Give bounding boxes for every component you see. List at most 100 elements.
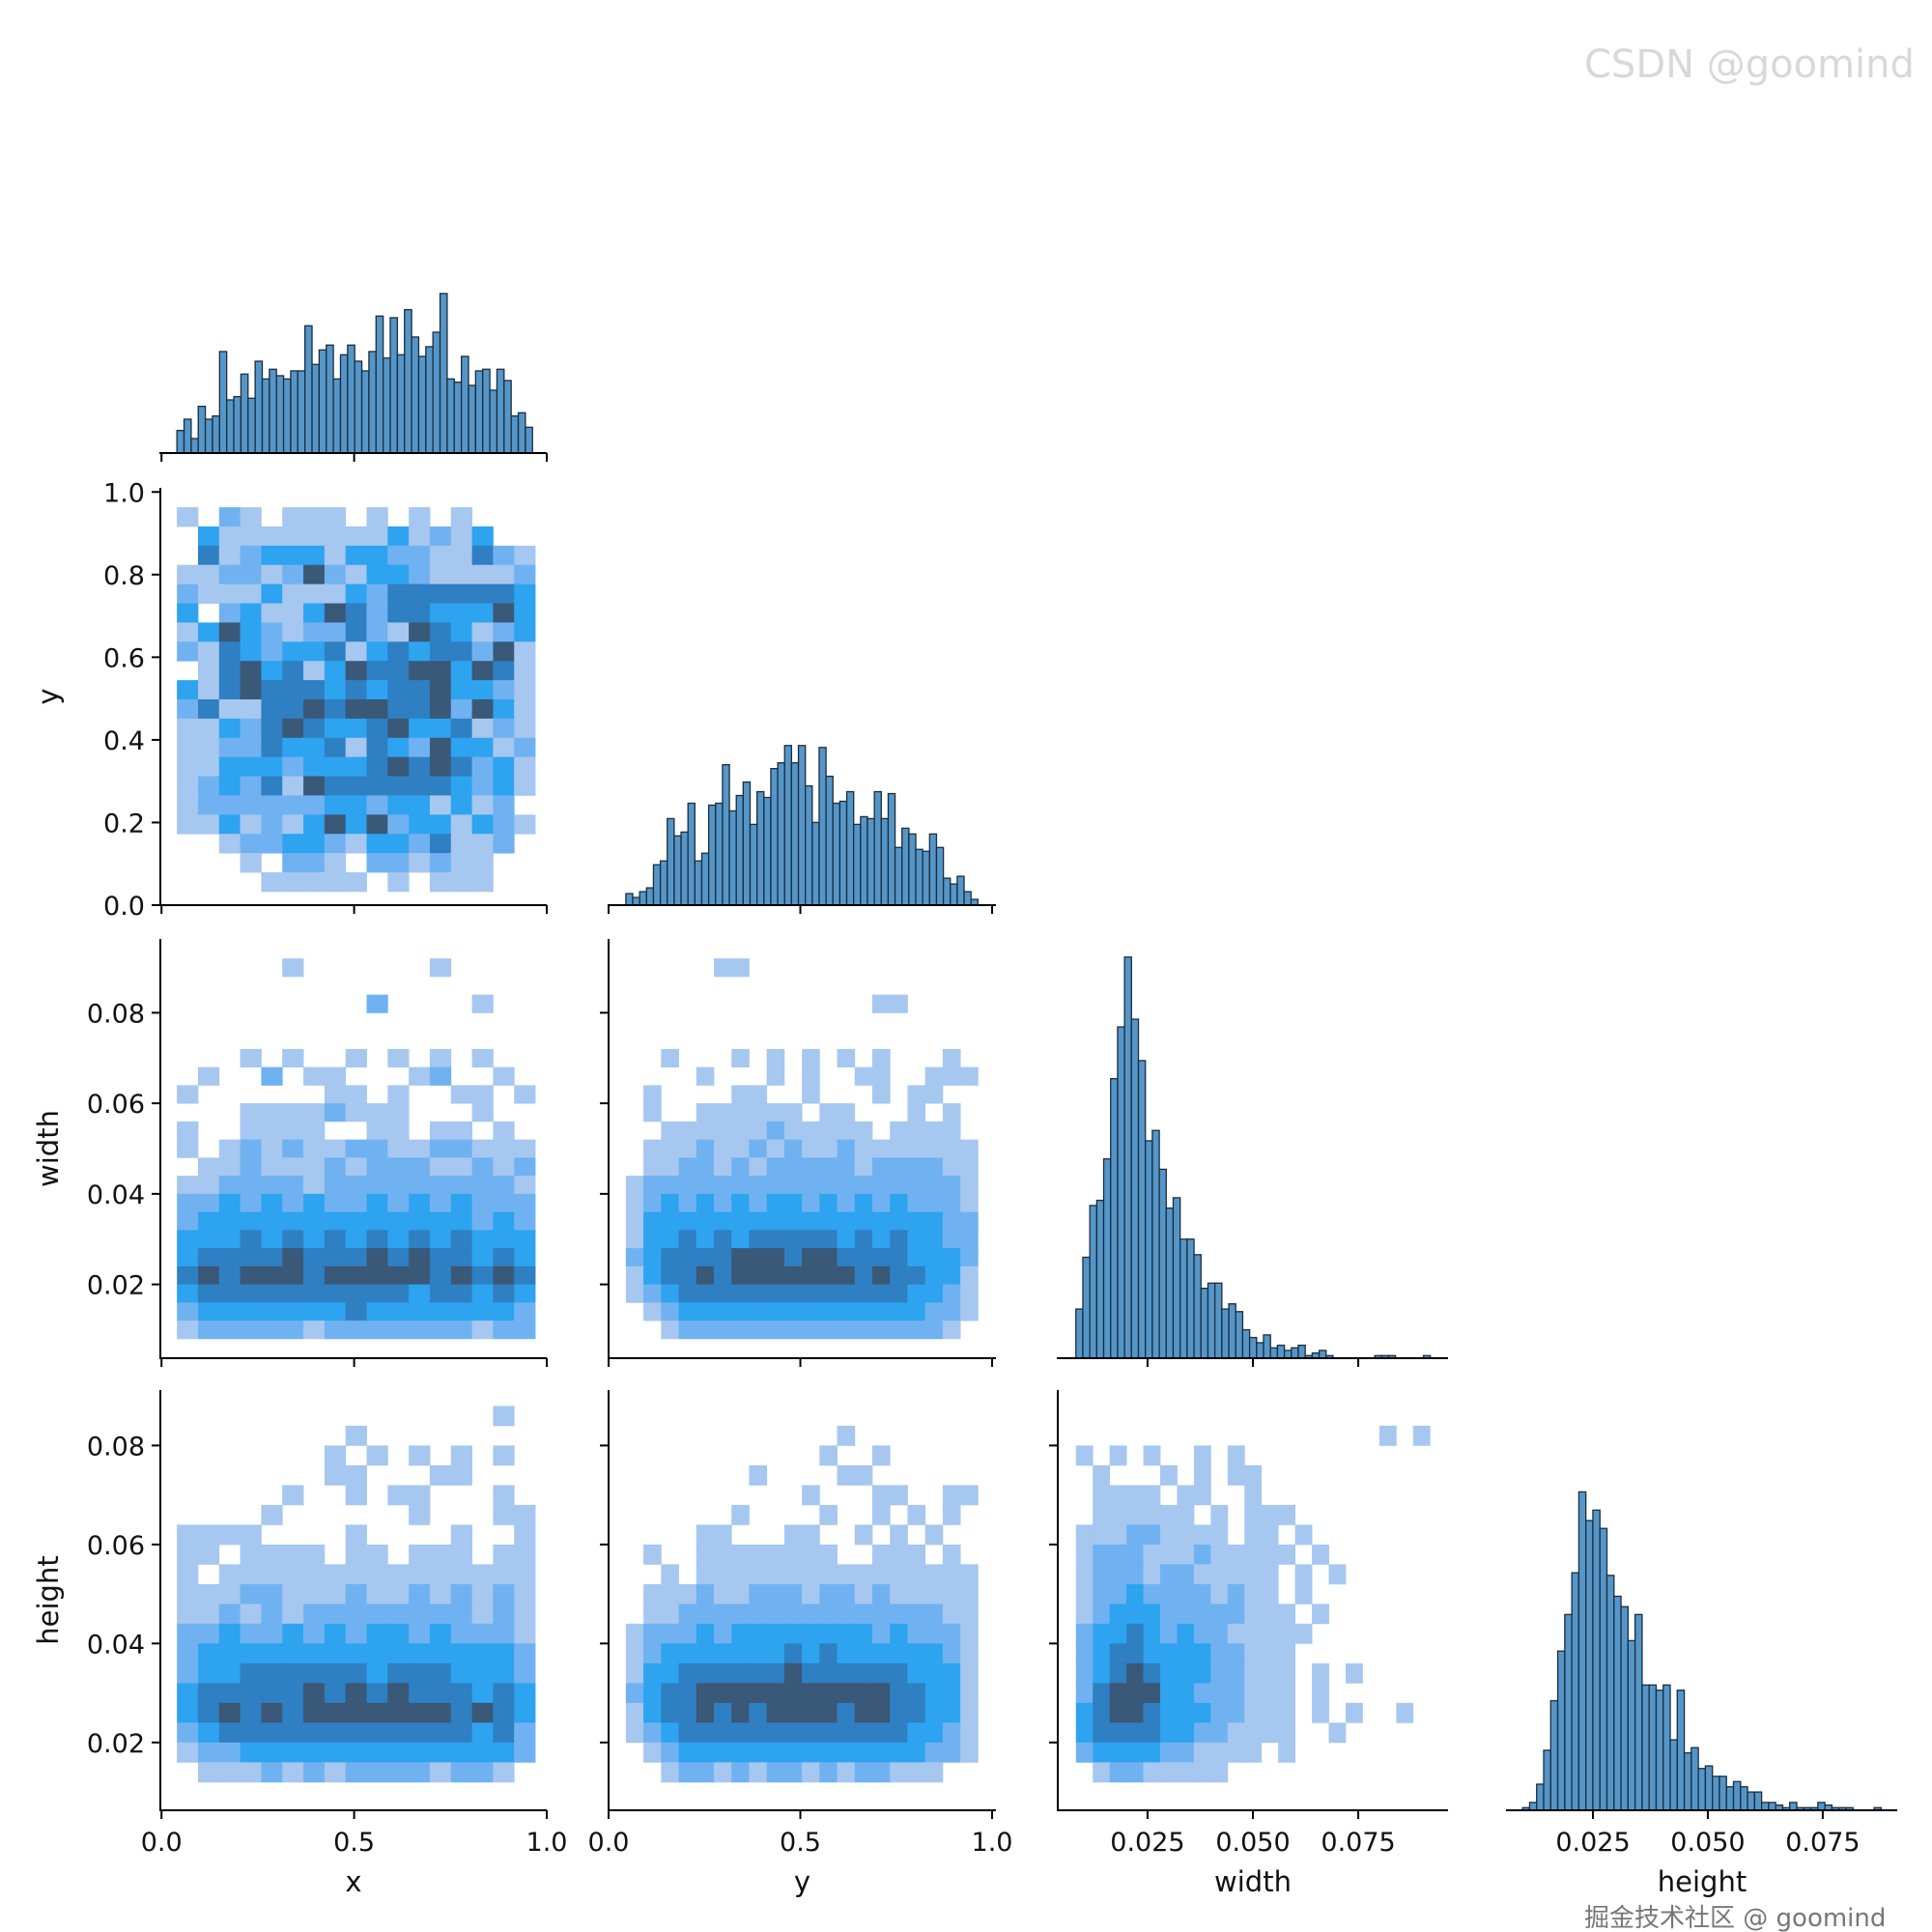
hist2d-cell-x-y <box>282 834 304 854</box>
hist-bar-height <box>1719 1776 1727 1811</box>
hist2d-cell-y-height <box>766 1662 785 1684</box>
hist2d-cell-x-y <box>218 545 241 566</box>
hist2d-cell-y-width <box>871 1176 891 1195</box>
hist2d-cell-x-y <box>261 680 283 700</box>
hist2d-cell-width-height <box>1126 1604 1144 1625</box>
hist2d-cell-x-y <box>429 661 452 681</box>
hist2d-cell-y-width <box>837 1139 856 1158</box>
hist-bar-y <box>811 821 820 906</box>
hist-bar-x <box>432 331 441 454</box>
hist2d-cell-y-height <box>643 1583 662 1605</box>
hist2d-cell-x-height <box>387 1485 410 1506</box>
hist2d-cell-x-y <box>345 661 367 681</box>
hist2d-cell-y-width <box>907 1085 926 1104</box>
hist2d-cell-y-height <box>890 1762 908 1783</box>
hist2d-cell-x-width <box>450 1121 472 1141</box>
hist2d-cell-x-width <box>450 1321 472 1340</box>
hist2d-cell-width-height <box>1143 1583 1161 1605</box>
hist2d-cell-x-y <box>471 853 494 873</box>
hist2d-cell-x-height <box>261 1683 283 1704</box>
hist2d-cell-x-height <box>450 1702 472 1723</box>
hist2d-cell-x-width <box>240 1193 262 1213</box>
hist2d-cell-width-height <box>1193 1702 1211 1723</box>
hist2d-cell-width-height <box>1177 1524 1195 1546</box>
hist2d-cell-y-height <box>942 1504 961 1525</box>
hist2d-cell-y-height <box>942 1604 961 1625</box>
hist2d-cell-y-width <box>942 1176 961 1195</box>
hist2d-cell-x-height <box>177 1524 199 1546</box>
hist2d-cell-x-height <box>514 1683 536 1704</box>
hist2d-cell-x-height <box>409 1643 431 1664</box>
hist2d-cell-width-height <box>1109 1623 1127 1644</box>
hist2d-cell-x-y <box>177 564 199 585</box>
hist2d-cell-y-width <box>837 1157 856 1177</box>
hist2d-cell-y-height <box>766 1762 785 1783</box>
hist2d-cell-x-width <box>387 1321 410 1340</box>
hist2d-cell-y-width <box>871 1211 891 1231</box>
hist2d-cell-x-height <box>324 1702 347 1723</box>
hist2d-cell-x-height <box>177 1722 199 1744</box>
hist2d-cell-x-width <box>409 1302 431 1321</box>
hist2d-cell-x-height <box>366 1742 388 1763</box>
hist2d-cell-width-height <box>1075 1445 1094 1466</box>
hist2d-cell-y-width <box>802 1139 820 1158</box>
hist2d-cell-x-y <box>197 545 220 566</box>
hist2d-cell-width-height <box>1143 1544 1161 1565</box>
hist2d-cell-x-width <box>493 1176 515 1195</box>
hist2d-cell-width-height <box>1210 1722 1229 1744</box>
hist2d-cell-x-y <box>240 564 262 585</box>
hist2d-cell-y-height <box>802 1762 820 1783</box>
hist2d-cell-width-height <box>1177 1485 1195 1506</box>
hist2d-cell-x-height <box>409 1742 431 1763</box>
hist-bar-y <box>770 768 779 906</box>
hist2d-cell-width-height <box>1193 1683 1211 1704</box>
x-tick-label-y: 0.0 <box>588 1828 630 1858</box>
hist2d-cell-y-height <box>907 1564 926 1585</box>
hist-bar-height <box>1528 1802 1538 1811</box>
hist-bar-x <box>368 351 377 454</box>
hist2d-cell-y-height <box>713 1524 732 1546</box>
hist2d-cell-width-height <box>1328 1564 1347 1585</box>
hist2d-cell-x-height <box>514 1544 536 1565</box>
hist2d-cell-x-width <box>240 1230 262 1249</box>
hist2d-cell-x-y <box>450 564 472 585</box>
hist2d-cell-y-height <box>783 1544 803 1565</box>
hist2d-cell-y-height <box>713 1722 732 1744</box>
hist2d-cell-y-width <box>661 1284 679 1303</box>
hist-bar-height <box>1564 1613 1573 1811</box>
hist2d-cell-width-height <box>1312 1544 1329 1565</box>
hist2d-cell-y-height <box>819 1702 838 1723</box>
hist-bar-y <box>867 817 875 906</box>
hist2d-cell-y-width <box>766 1066 785 1086</box>
hist2d-cell-x-width <box>514 1157 536 1177</box>
hist2d-cell-y-height <box>625 1662 644 1684</box>
hist2d-cell-x-width <box>282 1048 304 1068</box>
hist2d-cell-y-height <box>713 1662 732 1684</box>
hist2d-cell-x-width <box>197 1176 220 1195</box>
hist2d-cell-y-height <box>942 1742 961 1763</box>
hist2d-cell-y-width <box>643 1193 662 1213</box>
hist2d-cell-width-height <box>1109 1524 1127 1546</box>
hist2d-cell-y-width <box>837 1321 856 1340</box>
hist2d-cell-y-height <box>766 1604 785 1625</box>
hist-bar-height <box>1571 1572 1580 1811</box>
x-tick-label-x: 0.5 <box>333 1828 375 1858</box>
hist2d-cell-x-width <box>493 1265 515 1286</box>
hist2d-cell-y-height <box>731 1604 750 1625</box>
hist2d-cell-y-height <box>643 1643 662 1664</box>
hist2d-cell-x-height <box>345 1583 367 1605</box>
hist2d-cell-x-height <box>303 1623 326 1644</box>
hist2d-cell-y-height <box>871 1742 891 1763</box>
hist2d-cell-x-height <box>387 1662 410 1684</box>
hist2d-cell-y-height <box>837 1702 856 1723</box>
hist-bar-x <box>183 418 192 454</box>
hist2d-cell-y-width <box>960 1193 979 1213</box>
hist2d-cell-x-height <box>324 1662 347 1684</box>
hist2d-cell-x-width <box>514 1176 536 1195</box>
hist2d-cell-width-height <box>1227 1683 1245 1704</box>
hist2d-cell-y-width <box>854 1284 873 1303</box>
hist2d-cell-x-width <box>471 1139 494 1158</box>
hist2d-cell-x-width <box>366 1230 388 1249</box>
hist2d-cell-y-height <box>731 1623 750 1644</box>
hist2d-cell-x-height <box>409 1762 431 1783</box>
